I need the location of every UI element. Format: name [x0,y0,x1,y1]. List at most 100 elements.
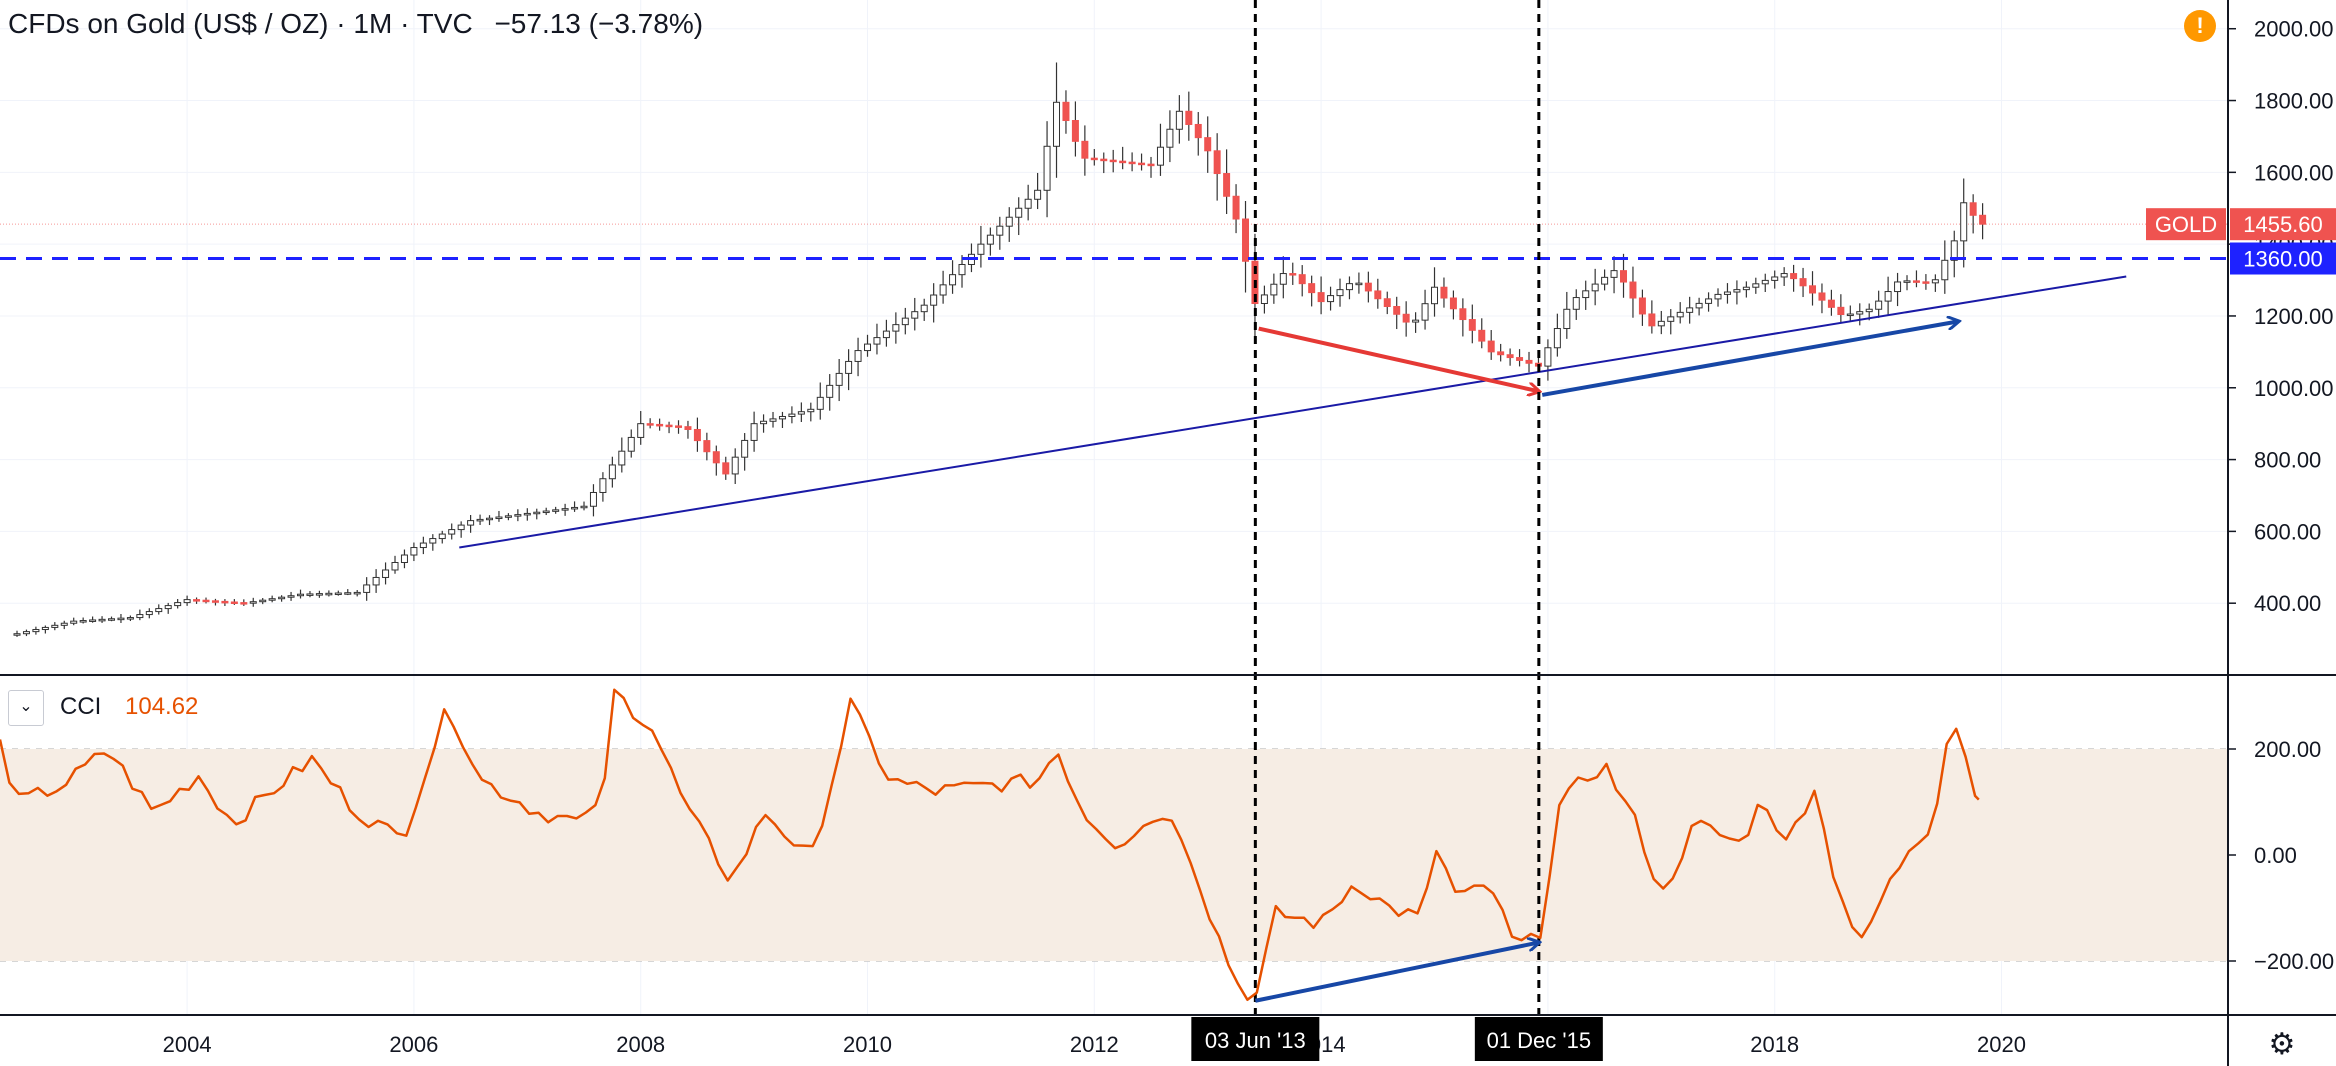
candle-body [1005,216,1013,227]
candle-body [1780,273,1788,278]
price-tick-label: 2000.00 [2254,17,2334,42]
candle-body [1903,280,1911,283]
symbol-badge-text: GOLD [2155,212,2217,237]
bearish-arrow [1258,326,1539,392]
candle-body [599,478,607,493]
candle-body [1298,274,1306,285]
candle-body [760,420,768,425]
candle-body [1015,207,1023,218]
candle-body [287,595,295,598]
candle-body [1308,283,1316,294]
candle-body [1922,281,1930,284]
candle-body [533,511,541,515]
candle-body [618,450,626,466]
candle-body [41,626,49,631]
candle-body [571,506,579,510]
candle-body [155,608,163,613]
candle-body [1053,101,1061,147]
candle-body [70,620,78,624]
candle-body [334,592,342,596]
candle-body [353,591,361,595]
candle-body [504,515,512,518]
candle-body [901,317,909,326]
candle-body [259,599,267,603]
time-tick-label: 2012 [1070,1032,1119,1057]
candle-body [372,576,380,586]
alert-icon[interactable]: ! [2184,10,2216,42]
candle-body [1714,293,1722,300]
candle-body [268,598,276,601]
symbol-title[interactable]: CFDs on Gold (US$ / OZ) · 1M · TVC [8,8,473,39]
candle-body [722,462,730,475]
candle-body [1865,308,1873,313]
candle-body [693,428,701,442]
candle-body [1931,279,1939,284]
candle-body [1364,282,1372,292]
candle-body [1327,295,1335,303]
candle-body [1412,319,1420,323]
candle-body [164,605,172,610]
candle-body [741,439,749,458]
candle-body [514,514,522,517]
candle-body [1809,285,1817,294]
candle-body [1572,297,1580,310]
candle-body [826,384,834,398]
candle-body [1676,311,1684,318]
candle-body [1601,276,1609,285]
candle-body [193,599,201,602]
candle-body [986,234,994,245]
candle-body [1950,240,1958,261]
time-tick-label: 2020 [1977,1032,2026,1057]
candle-body [864,343,872,352]
candle-body [1345,283,1353,291]
candle-body [750,423,758,441]
candle-body [949,274,957,286]
candle-body [1742,286,1750,291]
price-tick-label: 600.00 [2254,519,2321,544]
gear-icon[interactable]: ⚙ [2269,1028,2296,1061]
candle-body [1620,270,1628,283]
candle-body [1752,283,1760,288]
candle-body [1034,189,1042,200]
candle-body [1875,300,1883,310]
candle-body [13,633,21,636]
candle-body [589,491,597,507]
candle-body [778,415,786,420]
candle-body [845,360,853,374]
drawings [0,0,2228,1015]
candle-body [297,593,305,597]
candle-body [1383,298,1391,308]
chevron-down-icon[interactable]: ⌄ [8,690,44,726]
candle-body [1610,270,1618,278]
level-badge: 1360.00 [2230,242,2336,275]
candle-body [126,617,134,620]
candle-body [79,620,87,623]
candle-body [561,508,569,511]
candle-body [1856,311,1864,315]
candle-body [249,601,257,604]
candle-body [977,243,985,255]
candle-body [769,418,777,422]
candle-body [1827,299,1835,308]
candle-body [684,426,692,430]
cci-label[interactable]: CCI [60,693,102,720]
candle-body [457,524,465,531]
candle-body [1062,101,1070,122]
symbol-badge: GOLD [2146,208,2226,241]
time-tick-label: 2010 [843,1032,892,1057]
candle-body [325,592,333,596]
candles [13,62,1987,637]
price-tick-label: 1000.00 [2254,376,2334,401]
candle-body [1790,273,1798,280]
candle-body [703,440,711,453]
cci-value: 104.62 [125,693,199,720]
candle-body [1894,281,1902,293]
candle-body [1912,280,1920,283]
price-tick-label: 1800.00 [2254,89,2334,114]
candle-body [1204,137,1212,152]
candle-body [1081,140,1089,159]
candle-body [1695,302,1703,309]
candle-body [211,600,219,603]
